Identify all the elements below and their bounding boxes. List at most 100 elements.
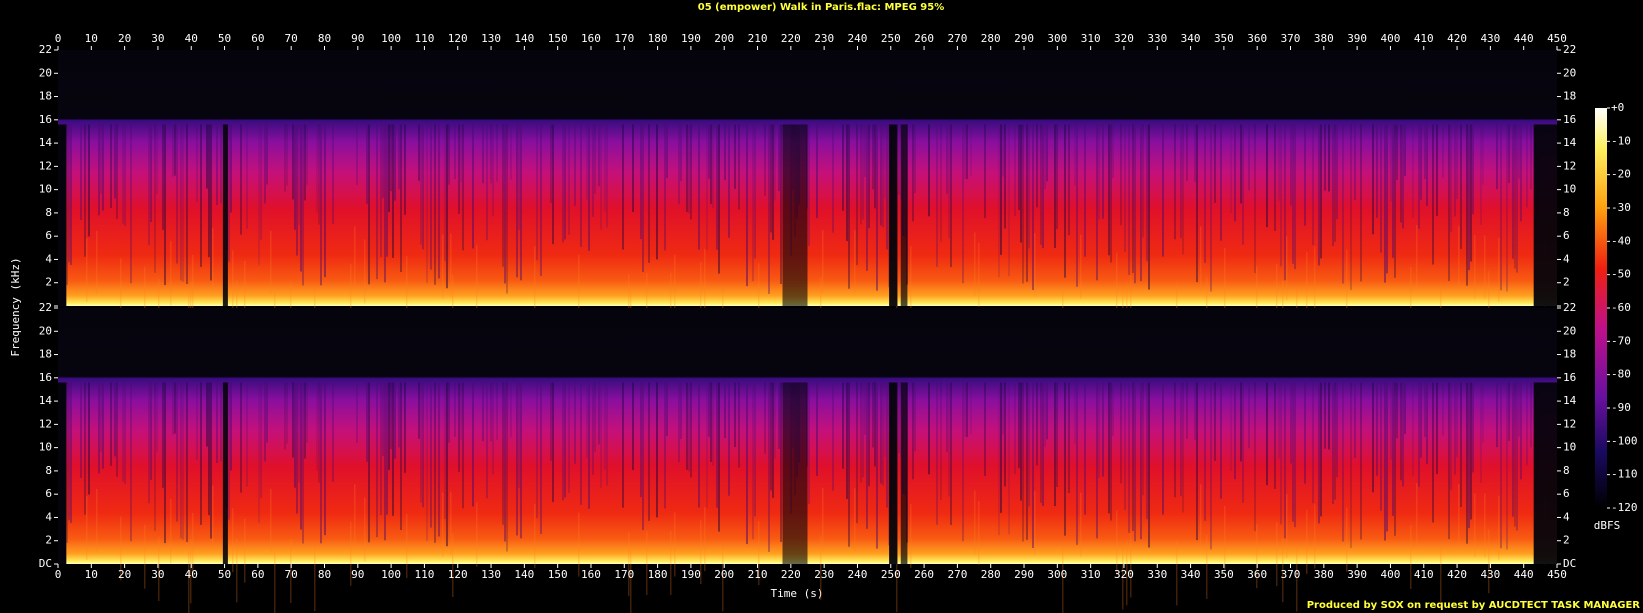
texture — [1482, 382, 1484, 443]
texture — [472, 124, 474, 249]
texture — [754, 124, 756, 259]
x-tick-label: 240 — [848, 32, 868, 45]
texture — [460, 124, 462, 182]
texture — [1256, 266, 1258, 331]
texture — [1278, 124, 1280, 201]
texture — [1076, 382, 1078, 545]
colorbar-tick-label: -30 — [1611, 201, 1631, 214]
texture — [304, 124, 306, 201]
x-tick-label: 150 — [548, 568, 568, 581]
texture — [854, 488, 856, 553]
texture — [504, 382, 506, 542]
gap — [1533, 382, 1557, 564]
texture — [246, 382, 248, 487]
texture — [1396, 382, 1398, 439]
x-tick-label: 220 — [781, 32, 801, 45]
texture — [1254, 382, 1256, 532]
texture — [1084, 124, 1086, 257]
texture — [1360, 124, 1362, 282]
texture — [606, 382, 608, 486]
texture — [940, 382, 942, 501]
colorbar-tick-label: -110 — [1611, 468, 1638, 481]
texture — [588, 124, 590, 251]
texture — [1002, 124, 1004, 177]
texture — [482, 382, 484, 442]
texture — [1022, 124, 1024, 284]
texture — [446, 382, 448, 547]
texture — [764, 382, 766, 454]
texture — [1282, 538, 1284, 603]
texture — [1036, 382, 1038, 466]
texture — [1206, 534, 1208, 599]
texture — [816, 124, 818, 219]
texture — [270, 488, 272, 553]
x-tick-label: 170 — [614, 32, 634, 45]
texture — [628, 274, 630, 339]
x-tick-label: 410 — [1414, 568, 1434, 581]
texture — [1068, 382, 1070, 494]
texture — [1102, 382, 1104, 477]
texture — [1148, 124, 1150, 290]
texture — [1386, 124, 1388, 274]
texture — [598, 124, 600, 187]
texture — [630, 549, 632, 613]
texture — [1116, 510, 1118, 575]
texture — [210, 382, 212, 539]
texture — [502, 382, 504, 525]
x-tick-label: 380 — [1314, 32, 1334, 45]
texture — [1014, 382, 1016, 474]
texture — [768, 382, 770, 552]
y-tick-label: 10 — [1563, 441, 1576, 454]
texture — [364, 239, 366, 304]
x-tick-label: 50 — [218, 568, 231, 581]
x-tick-label: 200 — [714, 568, 734, 581]
x-tick-label: 310 — [1081, 568, 1101, 581]
texture — [1484, 493, 1486, 558]
y-tick-label: 6 — [45, 229, 52, 242]
texture — [154, 124, 156, 273]
texture — [240, 124, 242, 235]
texture — [302, 124, 304, 286]
texture — [96, 488, 98, 553]
texture — [216, 382, 218, 463]
texture — [1328, 382, 1330, 450]
x-tick-label: 10 — [85, 32, 98, 45]
texture — [880, 124, 882, 226]
texture — [718, 382, 720, 532]
texture — [124, 382, 126, 484]
texture — [752, 124, 754, 282]
x-tick-label: 430 — [1480, 568, 1500, 581]
texture — [1354, 382, 1356, 458]
texture — [182, 124, 184, 282]
texture — [1482, 124, 1484, 185]
texture — [292, 124, 294, 200]
texture — [1416, 224, 1418, 289]
y-tick-label: 16 — [39, 371, 52, 384]
texture — [98, 124, 100, 216]
texture — [84, 124, 86, 257]
texture — [648, 124, 650, 263]
texture — [1412, 124, 1414, 219]
x-tick-label: 220 — [781, 568, 801, 581]
texture — [1318, 382, 1320, 524]
texture — [1186, 382, 1188, 439]
texture — [114, 124, 116, 199]
texture — [1034, 491, 1036, 556]
texture — [162, 382, 164, 488]
texture — [876, 382, 878, 549]
texture — [588, 382, 590, 509]
texture — [182, 382, 184, 540]
texture — [928, 124, 930, 217]
texture — [1432, 382, 1434, 523]
texture — [724, 382, 726, 439]
texture — [1162, 124, 1164, 257]
texture — [1002, 382, 1004, 435]
x-tick-label: 350 — [1214, 32, 1234, 45]
colorbar-tick-label: -80 — [1611, 368, 1631, 381]
x-tick-label: 330 — [1147, 32, 1167, 45]
x-tick-label: 30 — [151, 32, 164, 45]
texture — [70, 382, 72, 523]
texture — [1054, 124, 1056, 249]
texture — [450, 491, 452, 556]
texture — [1046, 124, 1048, 182]
